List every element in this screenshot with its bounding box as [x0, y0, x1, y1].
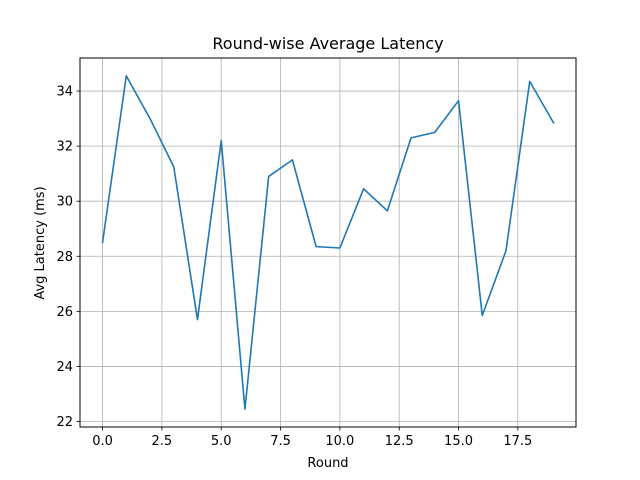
x-axis-ticks: 0.0 2.5 5.0 7.5 10.0 12.5 15.0 17.5	[92, 427, 532, 449]
chart-title: Round-wise Average Latency	[212, 34, 443, 53]
x-tick-label: 10.0	[325, 434, 354, 449]
x-tick-label: 17.5	[503, 434, 532, 449]
x-tick-label: 12.5	[385, 434, 414, 449]
x-tick-label: 2.5	[152, 434, 173, 449]
y-tick-label: 28	[56, 250, 73, 265]
y-tick-label: 26	[56, 305, 73, 320]
y-axis-ticks: 22 24 26 28 30 32 34	[56, 85, 80, 430]
y-tick-label: 24	[56, 360, 73, 375]
grid-lines	[80, 58, 576, 427]
series-layer	[101, 75, 555, 410]
x-tick-label: 0.0	[92, 434, 113, 449]
y-tick-label: 22	[56, 415, 73, 430]
y-axis-label: Avg Latency (ms)	[33, 186, 48, 299]
x-axis-label: Round	[307, 456, 348, 471]
x-tick-label: 7.5	[270, 434, 291, 449]
series-line	[101, 75, 555, 410]
axes-frame	[79, 57, 577, 428]
y-tick-label: 34	[56, 85, 73, 100]
y-tick-label: 30	[56, 195, 73, 210]
x-tick-label: 15.0	[444, 434, 473, 449]
y-tick-label: 32	[56, 140, 73, 155]
x-tick-label: 5.0	[211, 434, 232, 449]
